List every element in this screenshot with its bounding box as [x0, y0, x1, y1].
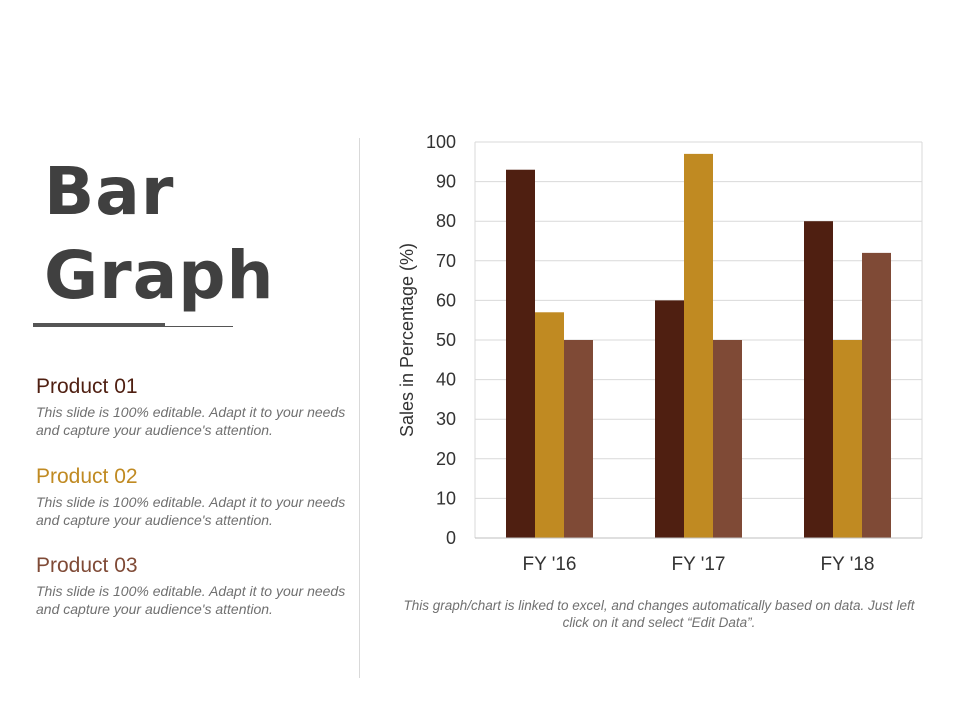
- y-tick-label: 100: [426, 132, 456, 152]
- product-item-02: Product 02 This slide is 100% editable. …: [36, 464, 356, 529]
- product-name: Product 03: [36, 554, 138, 577]
- y-tick-label: 60: [436, 290, 456, 310]
- bar: [564, 340, 593, 538]
- bar: [655, 300, 684, 538]
- product-name: Product 02: [36, 465, 138, 488]
- product-item-03: Product 03 This slide is 100% editable. …: [36, 553, 356, 618]
- bar-chart: 0 10 20 30 40 50 60 70 80 90 100 FY '16 FY '17 FY '18…: [380, 120, 940, 590]
- bar: [713, 340, 742, 538]
- product-description: This slide is 100% editable. Adapt it to…: [36, 583, 346, 617]
- bar: [684, 153, 713, 538]
- y-tick-label: 20: [436, 449, 456, 469]
- bar: [535, 312, 564, 538]
- product-description: This slide is 100% editable. Adapt it to…: [36, 494, 346, 528]
- title-underline-thick: [33, 323, 165, 327]
- y-axis-title: Sales in Percentage (%): [397, 243, 417, 437]
- bar: [833, 340, 862, 538]
- x-tick-label: FY '16: [523, 554, 577, 575]
- x-tick-label: FY '18: [821, 554, 875, 575]
- slide-title: Bar Graph: [44, 150, 275, 318]
- bar: [804, 221, 833, 538]
- y-tick-label: 0: [446, 528, 456, 548]
- vertical-divider: [359, 138, 360, 678]
- y-tick-label: 80: [436, 211, 456, 231]
- y-tick-label: 50: [436, 330, 456, 350]
- y-tick-label: 40: [436, 370, 456, 390]
- y-tick-label: 30: [436, 409, 456, 429]
- bar: [506, 169, 535, 538]
- chart-note: This graph/chart is linked to excel, and…: [403, 598, 915, 630]
- y-tick-label: 10: [436, 488, 456, 508]
- bar: [862, 252, 891, 538]
- y-tick-label: 70: [436, 251, 456, 271]
- bar-chart-svg: 0 10 20 30 40 50 60 70 80 90 100 FY '16 FY '17 FY '18…: [397, 132, 923, 575]
- product-item-01: Product 01 This slide is 100% editable. …: [36, 374, 356, 439]
- y-tick-label: 90: [436, 172, 456, 192]
- title-line-1: Bar: [44, 153, 175, 230]
- product-description: This slide is 100% editable. Adapt it to…: [36, 404, 346, 438]
- title-underline-thin: [165, 326, 233, 327]
- x-tick-label: FY '17: [672, 554, 726, 575]
- title-line-2: Graph: [44, 237, 275, 314]
- product-name: Product 01: [36, 375, 138, 398]
